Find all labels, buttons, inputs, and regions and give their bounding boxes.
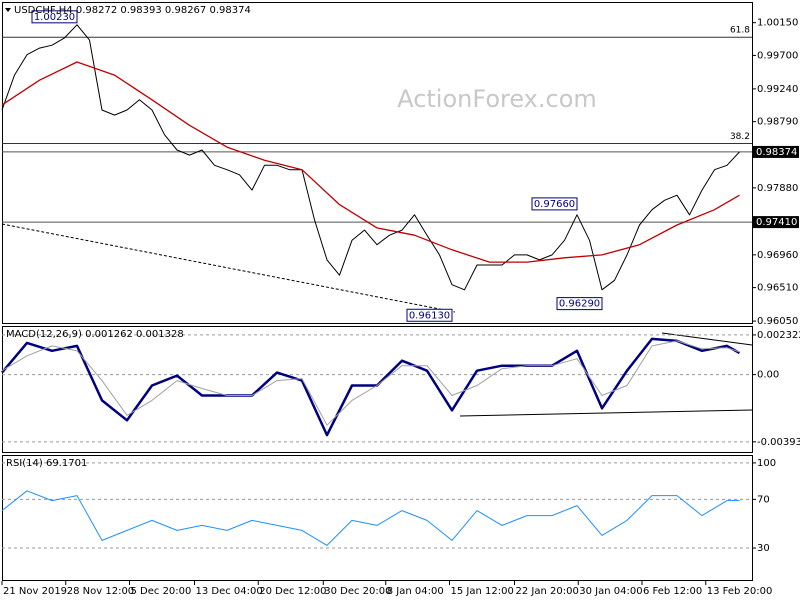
y-tick-label: 30 xyxy=(757,543,770,554)
annotation-label: 0.97660 xyxy=(534,199,575,210)
series-line xyxy=(1,24,740,291)
panel-arrow xyxy=(5,8,11,12)
fib-label: 61.8 xyxy=(730,26,750,36)
price-panel xyxy=(2,2,753,324)
level-box xyxy=(753,145,799,158)
macd-panel xyxy=(2,326,753,453)
annotation-box xyxy=(531,197,578,211)
trend-line xyxy=(459,409,753,417)
x-tick-label: 8 Jan 04:00 xyxy=(387,586,444,597)
annotation-box xyxy=(556,297,603,311)
y-tick-label: 0.96050 xyxy=(757,316,798,327)
annotation-label: 1.00230 xyxy=(34,12,75,23)
y-tick-label: 0.002322 xyxy=(757,330,800,341)
panel-title: RSI(14) 69.1701 xyxy=(6,458,87,469)
panel-title: MACD(12,26,9) 0.001262 0.001328 xyxy=(6,329,184,340)
x-tick-label: 22 Jan 20:00 xyxy=(516,586,579,597)
x-tick-label: 13 Feb 20:00 xyxy=(707,586,773,597)
watermark: ActionForex.com xyxy=(397,85,597,113)
x-tick-label: 13 Dec 04:00 xyxy=(196,586,263,597)
rsi-panel xyxy=(2,455,753,581)
series-line xyxy=(1,490,740,546)
x-tick-label: 15 Jan 12:00 xyxy=(451,586,514,597)
level-label: 0.97410 xyxy=(756,217,797,228)
y-tick-label: 0.99700 xyxy=(757,50,798,61)
y-tick-label: 0.00 xyxy=(757,370,779,381)
y-tick-label: -0.003932 xyxy=(757,437,800,448)
y-tick-label: 0.98790 xyxy=(757,117,798,128)
y-tick-label: 0.96510 xyxy=(757,283,798,294)
y-tick-label: 70 xyxy=(757,494,770,505)
trend-line xyxy=(1,223,456,313)
annotation-box xyxy=(31,10,78,24)
x-tick-label: 20 Dec 12:00 xyxy=(259,586,326,597)
y-tick-label: 0.97880 xyxy=(757,183,798,194)
series-line xyxy=(1,61,740,263)
y-tick-label: 1.00150 xyxy=(757,18,798,29)
x-tick-label: 28 Nov 12:00 xyxy=(67,586,134,597)
panel-title: USDCHF,H4 0.98272 0.98393 0.98267 0.9837… xyxy=(14,5,251,16)
level-label: 0.98374 xyxy=(756,147,797,158)
annotation-label: 0.96290 xyxy=(559,299,600,310)
level-box xyxy=(753,216,799,229)
series-line xyxy=(1,340,740,426)
y-tick-label: 0.96960 xyxy=(757,250,798,261)
x-tick-label: 21 Nov 2019 xyxy=(3,586,67,597)
annotation-label: 0.96130 xyxy=(409,310,450,321)
x-tick-label: 30 Jan 04:00 xyxy=(579,586,642,597)
x-tick-label: 6 Feb 12:00 xyxy=(643,586,702,597)
y-tick-label: 100 xyxy=(757,458,776,469)
x-tick-label: 30 Dec 20:00 xyxy=(324,586,391,597)
annotation-box xyxy=(406,308,453,322)
y-tick-label: 0.99240 xyxy=(757,84,798,95)
x-tick-label: 5 Dec 20:00 xyxy=(131,586,192,597)
fib-label: 38.2 xyxy=(730,132,750,142)
